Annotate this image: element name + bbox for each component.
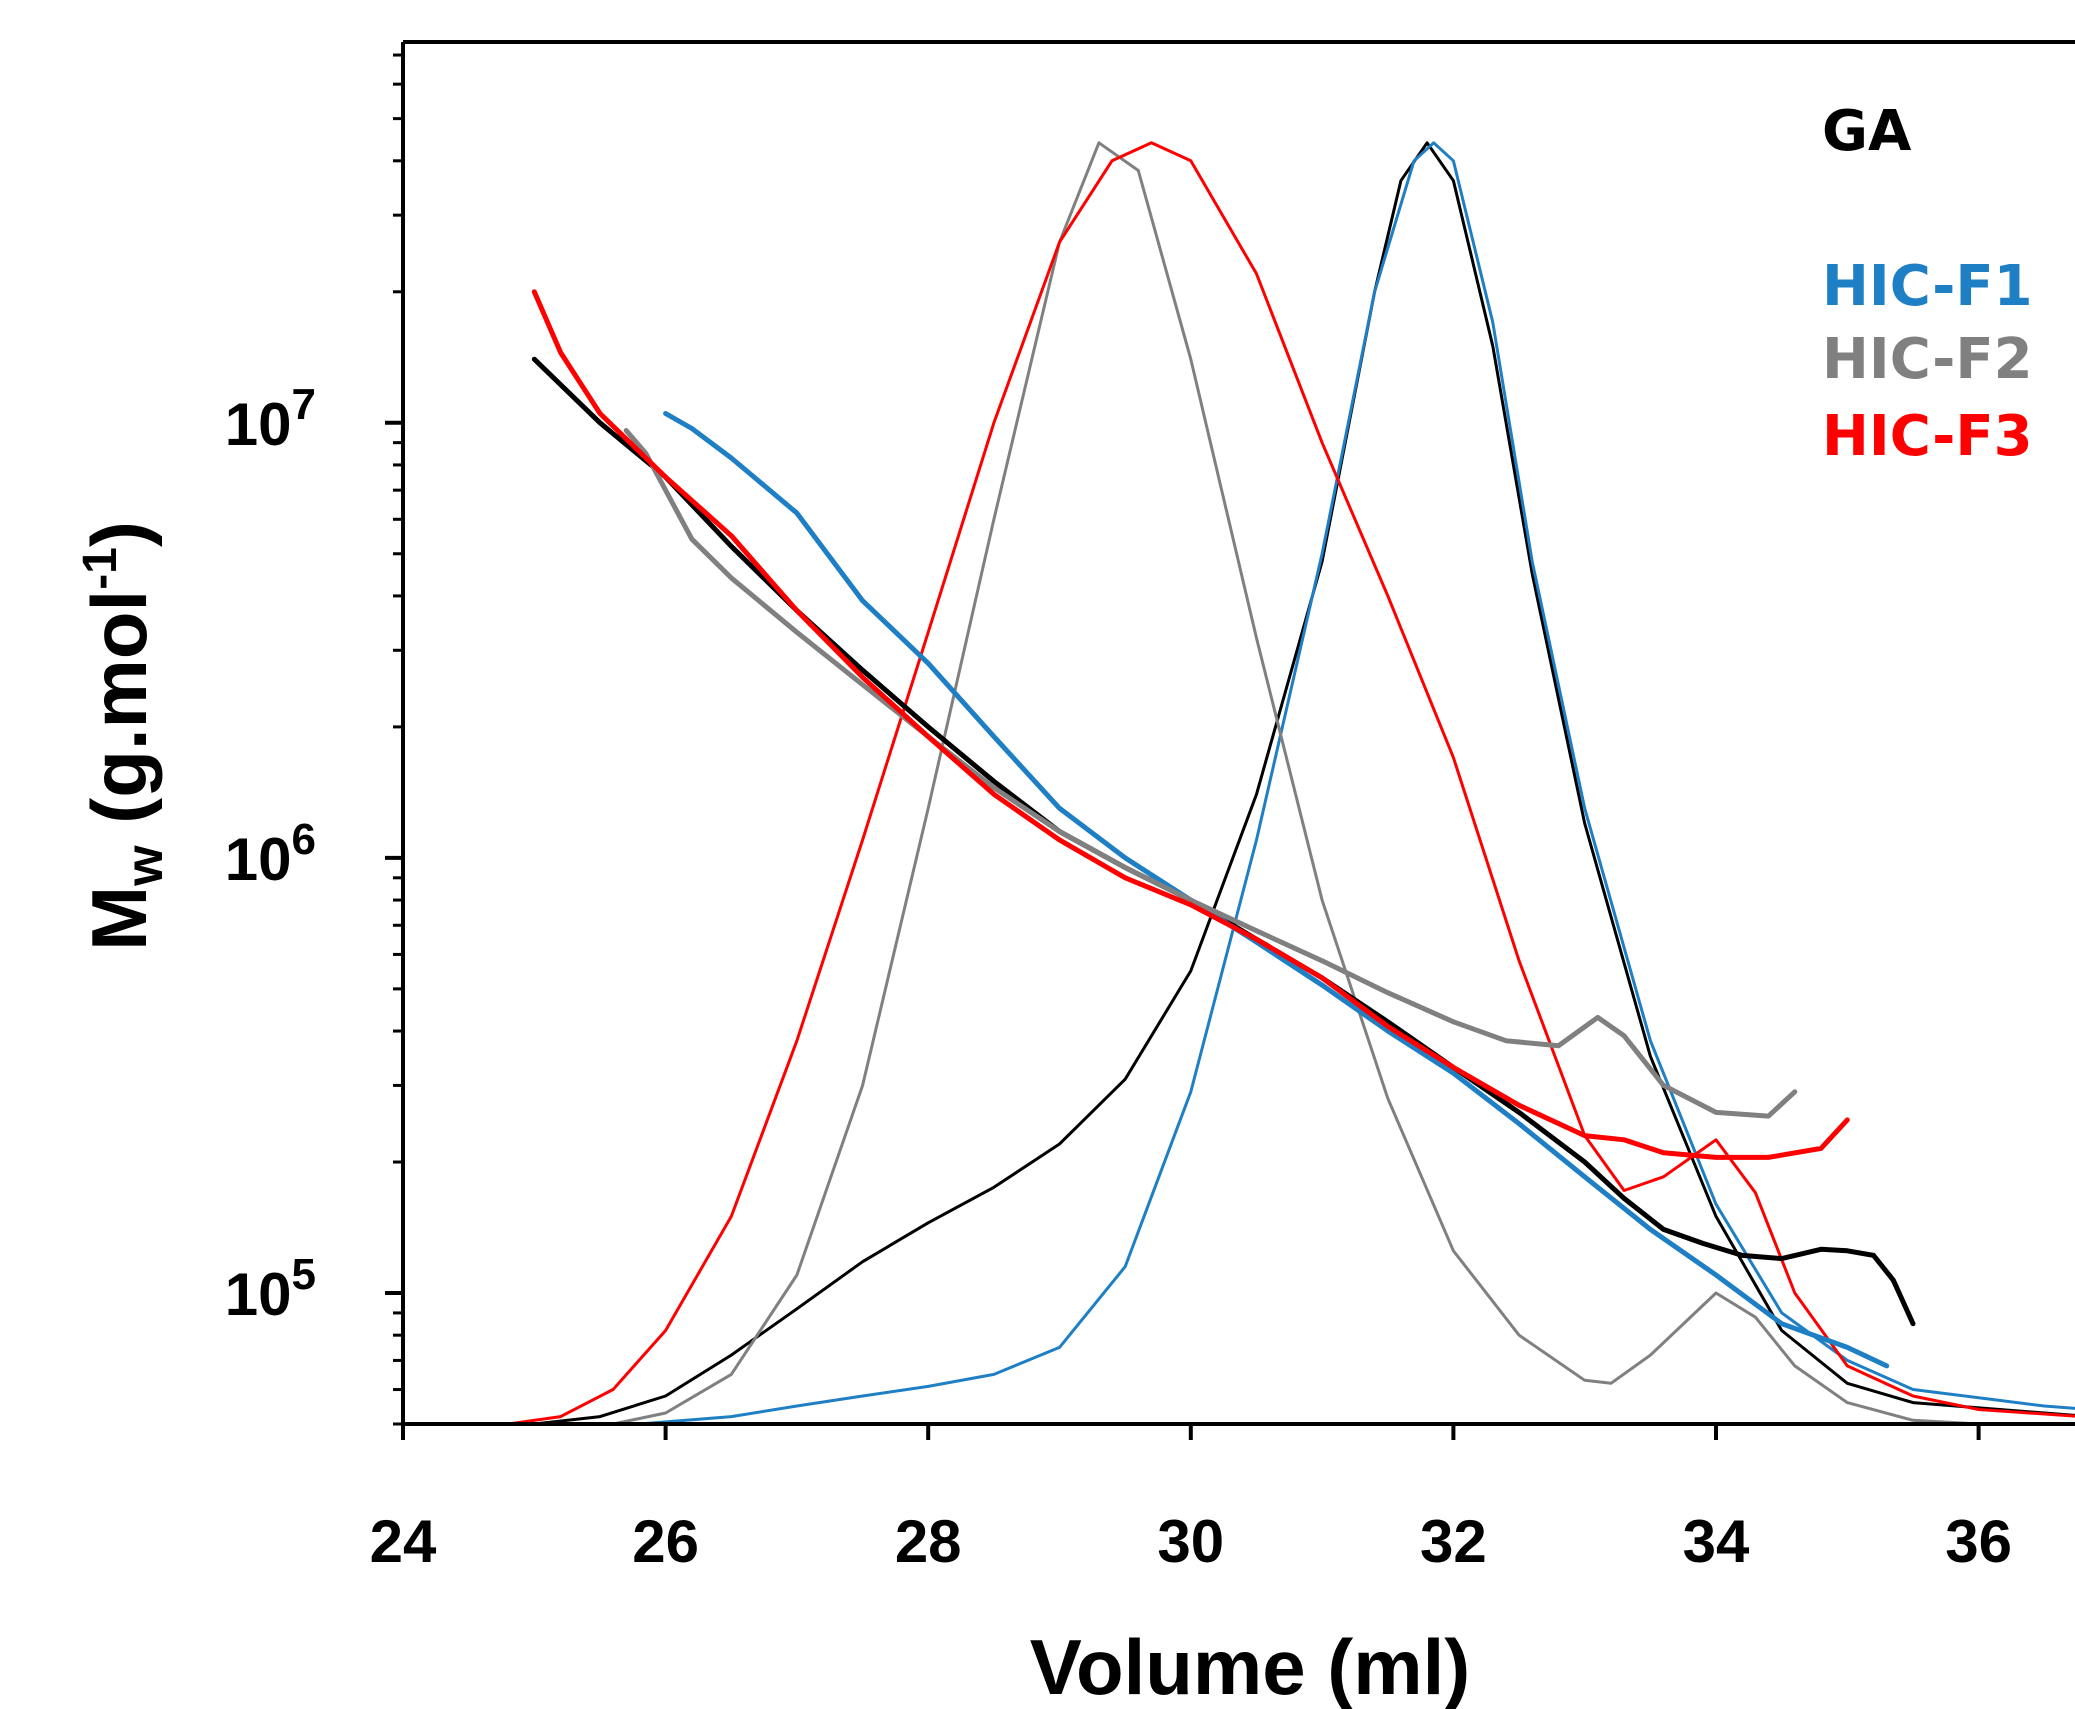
- series-layer: [506, 141, 2075, 1426]
- legend-item-hic-f3: HIC-F3: [1822, 404, 2033, 469]
- x-tick-label: 34: [1683, 1508, 1750, 1575]
- x-tick-label: 36: [1945, 1508, 2012, 1575]
- x-axis-title: Volume (ml): [1030, 1623, 1471, 1709]
- mw-line-hic-f1: [663, 411, 1890, 1369]
- axes: [401, 40, 2075, 1426]
- y-tick-label: 107: [225, 380, 316, 458]
- legend-item-hic-f1: HIC-F1: [1822, 254, 2033, 319]
- x-tick-label: 26: [632, 1508, 699, 1575]
- y-axis-title: Mw (g.mol-1): [74, 521, 174, 951]
- chromatogram-line-hic-f1: [637, 141, 2075, 1426]
- y-axis-title-main: M: [75, 886, 163, 951]
- legend: GA HIC-F1 HIC-F2 HIC-F3: [1822, 99, 2033, 469]
- y-axis-title-unit-close: ): [75, 521, 163, 547]
- x-tick-label: 30: [1157, 1508, 1224, 1575]
- legend-item-hic-f2: HIC-F2: [1822, 327, 2033, 392]
- x-tick-label: 28: [895, 1508, 962, 1575]
- y-tick-label: 106: [225, 815, 316, 893]
- x-tick-label: 32: [1420, 1508, 1487, 1575]
- y-axis-title-unit: (g.mol: [75, 590, 163, 846]
- y-axis-title-unit-exp: -1: [74, 547, 127, 590]
- ticks: 24 26 28 30 32 34 36 105 106 107: [225, 53, 2012, 1575]
- legend-item-ga: GA: [1822, 99, 1912, 164]
- y-tick-label: 105: [225, 1250, 316, 1328]
- y-axis-title-sub: w: [116, 845, 174, 887]
- mw-line-hic-f3: [531, 289, 1850, 1160]
- mw-line-hic-f2: [623, 428, 1798, 1119]
- chromatogram-line-hic-f2: [611, 141, 1981, 1426]
- chromatogram-line-hic-f3: [506, 141, 2075, 1426]
- x-tick-label: 24: [370, 1508, 437, 1575]
